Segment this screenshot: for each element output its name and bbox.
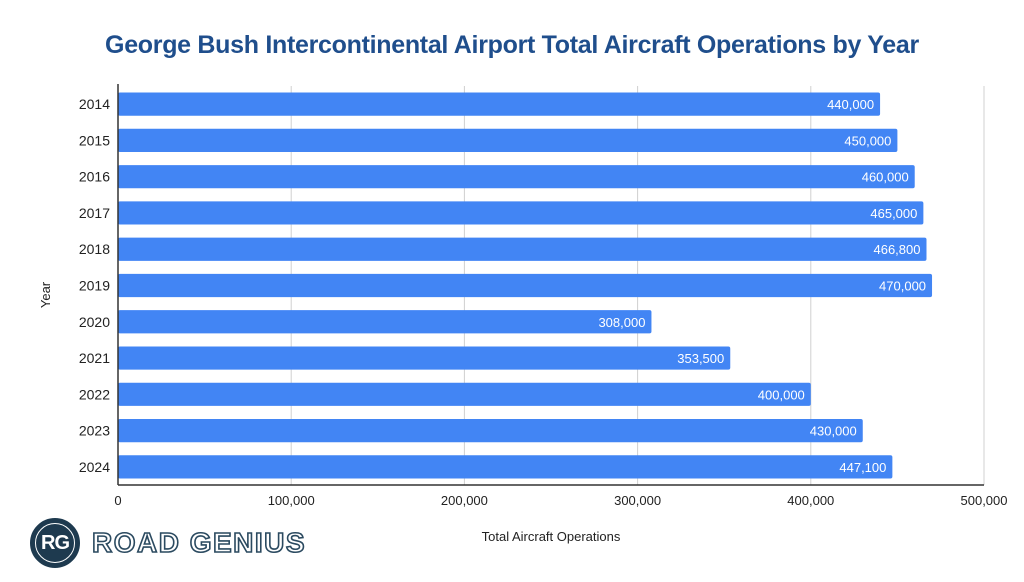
y-tick-label: 2020 bbox=[79, 314, 110, 330]
bar-2015 bbox=[118, 128, 898, 153]
y-tick-label: 2017 bbox=[79, 205, 110, 221]
y-tick-label: 2024 bbox=[79, 459, 110, 475]
bar-2020 bbox=[118, 310, 652, 334]
x-tick-label: 500,000 bbox=[961, 493, 1008, 508]
x-tick-label: 200,000 bbox=[441, 493, 488, 508]
bar-2021 bbox=[118, 346, 731, 370]
bars: 440,000 450,000 460,000 465,000 466,800 470,0… bbox=[118, 92, 933, 479]
bar-2023 bbox=[118, 418, 863, 443]
x-tick-label: 100,000 bbox=[268, 493, 315, 508]
x-tick-label: 400,000 bbox=[787, 493, 834, 508]
bar-2018 bbox=[118, 237, 927, 261]
bar-value-label: 400,000 bbox=[758, 387, 805, 402]
bar-2014 bbox=[118, 92, 881, 116]
bar-value-label: 465,000 bbox=[870, 206, 917, 221]
logo-badge-text: RG bbox=[41, 531, 70, 554]
x-tick-labels: 0 100,000 200,000 300,000 400,000 500,000 bbox=[114, 493, 1007, 508]
bar-2019 bbox=[118, 273, 933, 298]
y-tick-label: 2014 bbox=[79, 96, 110, 112]
bar-value-label: 466,800 bbox=[873, 242, 920, 257]
x-tick-label: 300,000 bbox=[614, 493, 661, 508]
x-tick-label: 0 bbox=[114, 493, 121, 508]
bar-2017 bbox=[118, 201, 924, 225]
y-tick-label: 2018 bbox=[79, 241, 110, 257]
bar-value-label: 308,000 bbox=[598, 315, 645, 330]
bar-value-label: 460,000 bbox=[862, 170, 909, 185]
y-tick-label: 2016 bbox=[79, 169, 110, 185]
x-axis-title: Total Aircraft Operations bbox=[482, 529, 621, 544]
bar-value-label: 470,000 bbox=[879, 279, 926, 294]
y-tick-label: 2015 bbox=[79, 132, 110, 148]
bar-value-label: 430,000 bbox=[810, 424, 857, 439]
y-tick-label: 2022 bbox=[79, 386, 110, 402]
y-tick-label: 2023 bbox=[79, 423, 110, 439]
bar-2024 bbox=[118, 455, 893, 479]
bar-2022 bbox=[118, 382, 811, 406]
bar-2016 bbox=[118, 165, 915, 189]
y-tick-label: 2021 bbox=[79, 350, 110, 366]
bar-value-label: 450,000 bbox=[844, 133, 891, 148]
logo-text: ROAD GENIUS bbox=[91, 526, 307, 559]
y-tick-labels: 2014 2015 2016 2017 2018 2019 2020 2021 2022 2023… bbox=[79, 96, 110, 475]
road-genius-logo: RG ROAD GENIUS bbox=[30, 518, 306, 568]
bar-value-label: 447,100 bbox=[839, 460, 886, 475]
chart-title: George Bush Intercontinental Airport Tot… bbox=[105, 31, 919, 59]
y-axis-title: Year bbox=[38, 281, 53, 308]
bar-value-label: 440,000 bbox=[827, 97, 874, 112]
logo-badge-icon: RG bbox=[30, 518, 80, 568]
bar-value-label: 353,500 bbox=[677, 351, 724, 366]
y-tick-label: 2019 bbox=[79, 278, 110, 294]
